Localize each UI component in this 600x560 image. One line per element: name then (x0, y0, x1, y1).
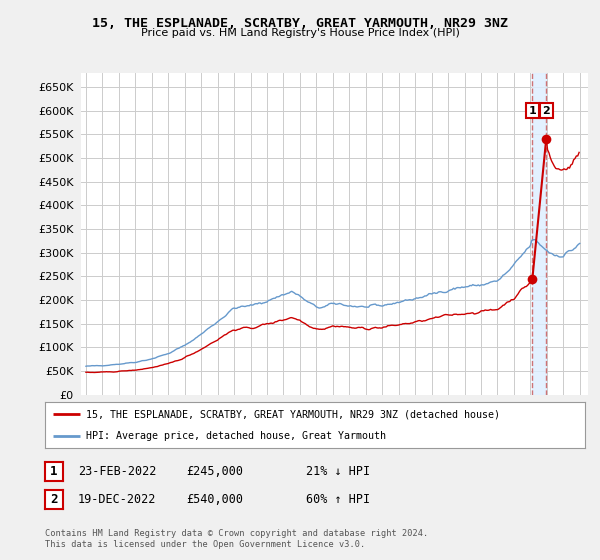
Text: 60% ↑ HPI: 60% ↑ HPI (306, 493, 370, 506)
Text: 21% ↓ HPI: 21% ↓ HPI (306, 465, 370, 478)
Text: £245,000: £245,000 (186, 465, 243, 478)
Text: 1: 1 (50, 465, 58, 478)
Text: Contains HM Land Registry data © Crown copyright and database right 2024.
This d: Contains HM Land Registry data © Crown c… (45, 529, 428, 549)
Text: £540,000: £540,000 (186, 493, 243, 506)
Text: 1: 1 (529, 106, 536, 116)
Text: 2: 2 (542, 106, 550, 116)
Text: HPI: Average price, detached house, Great Yarmouth: HPI: Average price, detached house, Grea… (86, 431, 386, 441)
Text: Price paid vs. HM Land Registry's House Price Index (HPI): Price paid vs. HM Land Registry's House … (140, 28, 460, 38)
Bar (532, 73, 546, 395)
Text: 23-FEB-2022: 23-FEB-2022 (78, 465, 157, 478)
Text: 19-DEC-2022: 19-DEC-2022 (78, 493, 157, 506)
Text: 15, THE ESPLANADE, SCRATBY, GREAT YARMOUTH, NR29 3NZ (detached house): 15, THE ESPLANADE, SCRATBY, GREAT YARMOU… (86, 409, 499, 419)
Text: 2: 2 (50, 493, 58, 506)
Text: 15, THE ESPLANADE, SCRATBY, GREAT YARMOUTH, NR29 3NZ: 15, THE ESPLANADE, SCRATBY, GREAT YARMOU… (92, 17, 508, 30)
